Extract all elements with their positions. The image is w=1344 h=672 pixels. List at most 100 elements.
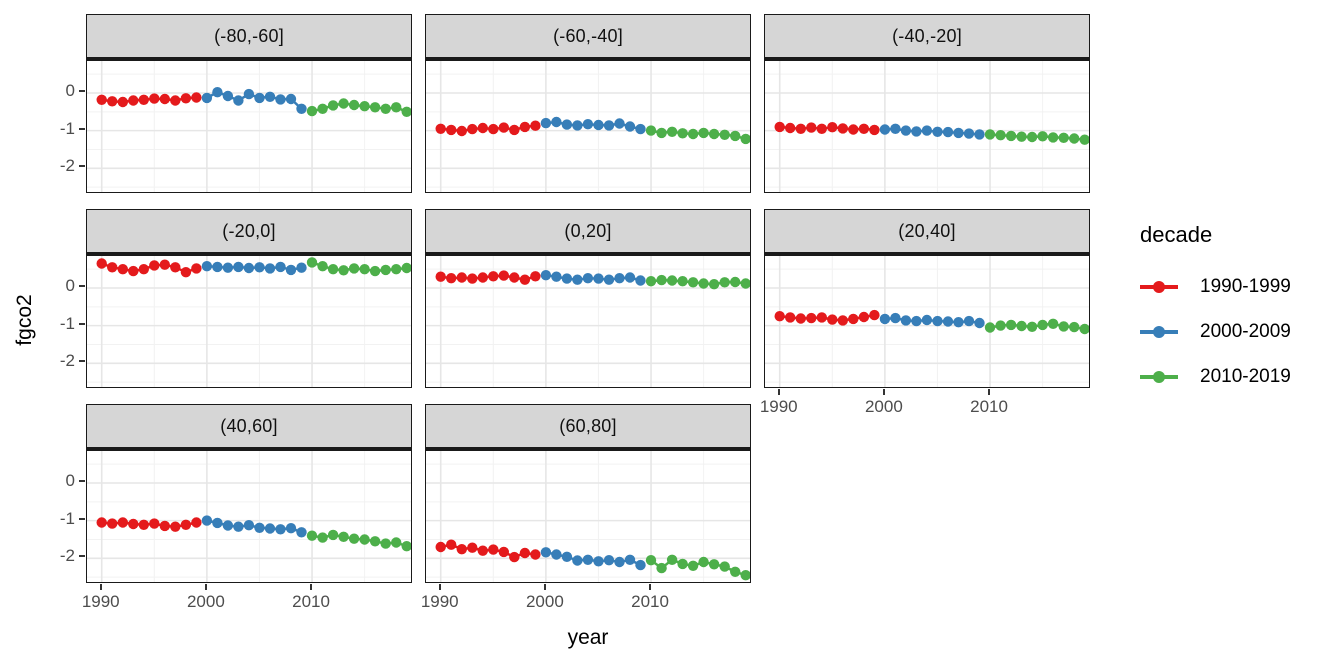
y-tick-label: -1 bbox=[59, 313, 75, 333]
x-tick-mark bbox=[438, 584, 441, 590]
data-point bbox=[656, 127, 667, 139]
data-point bbox=[254, 522, 265, 533]
data-point bbox=[128, 95, 139, 106]
data-point bbox=[932, 126, 943, 137]
x-tick-mark bbox=[649, 584, 652, 590]
facet-strip-label: (60,80] bbox=[425, 404, 751, 449]
data-point bbox=[974, 129, 985, 140]
y-tick-mark bbox=[79, 284, 85, 287]
data-point bbox=[1069, 321, 1080, 333]
data-point bbox=[369, 102, 381, 113]
facet-1: (-60,-40] bbox=[425, 14, 751, 193]
data-point bbox=[582, 273, 594, 284]
data-point bbox=[254, 262, 265, 273]
data-point bbox=[921, 314, 933, 326]
data-point bbox=[582, 554, 594, 565]
data-point bbox=[719, 277, 730, 288]
facet-strip-label: (0,20] bbox=[425, 209, 751, 254]
data-point bbox=[698, 127, 709, 139]
data-point bbox=[159, 93, 170, 105]
data-point bbox=[296, 262, 307, 273]
data-point bbox=[530, 271, 541, 282]
x-tick-mark bbox=[882, 389, 885, 395]
data-point bbox=[1069, 133, 1080, 144]
data-point bbox=[498, 546, 509, 558]
data-point bbox=[128, 518, 139, 530]
data-point bbox=[593, 556, 604, 567]
data-point bbox=[942, 126, 954, 138]
data-point bbox=[467, 542, 478, 553]
data-point bbox=[963, 128, 975, 139]
data-point bbox=[317, 103, 328, 114]
data-point bbox=[708, 279, 720, 290]
data-point bbox=[1016, 320, 1027, 332]
data-point bbox=[435, 541, 446, 553]
data-point bbox=[170, 262, 181, 273]
data-point bbox=[509, 124, 520, 136]
data-point bbox=[275, 524, 286, 535]
data-point bbox=[149, 93, 160, 104]
data-point bbox=[477, 545, 488, 556]
legend-label: 2000-2009 bbox=[1200, 321, 1291, 342]
data-point bbox=[540, 117, 552, 129]
data-point bbox=[477, 272, 488, 283]
data-point bbox=[774, 311, 785, 322]
series-1990-1999 bbox=[96, 517, 202, 532]
data-point bbox=[890, 312, 901, 324]
data-point bbox=[848, 124, 859, 135]
data-point bbox=[848, 313, 859, 325]
data-point bbox=[456, 544, 467, 555]
data-point bbox=[456, 125, 467, 137]
data-point bbox=[1026, 131, 1038, 143]
data-point bbox=[306, 257, 318, 268]
data-point bbox=[369, 265, 381, 277]
data-point bbox=[942, 316, 954, 327]
data-point bbox=[879, 313, 891, 325]
data-point bbox=[582, 119, 594, 130]
x-tick-label: 1990 bbox=[420, 592, 459, 611]
y-tick-label: -1 bbox=[59, 508, 75, 528]
legend-item-2000-2009: 2000-2009 bbox=[1140, 317, 1340, 347]
y-tick-mark bbox=[79, 322, 85, 325]
data-point bbox=[551, 549, 562, 560]
data-point bbox=[708, 559, 720, 570]
data-point bbox=[656, 562, 667, 574]
facet-plot-area bbox=[764, 254, 1090, 388]
facet-plot-area bbox=[425, 254, 751, 388]
data-point bbox=[730, 276, 741, 288]
x-tick-label: 2000 bbox=[864, 397, 903, 416]
data-point bbox=[785, 312, 796, 323]
facet-3: (-20,0] 0 -1 -2 bbox=[60, 209, 412, 388]
data-point bbox=[138, 94, 149, 105]
data-point bbox=[327, 100, 339, 111]
data-point bbox=[107, 518, 118, 529]
data-point bbox=[806, 122, 817, 133]
data-point bbox=[645, 276, 657, 287]
data-point bbox=[180, 93, 192, 104]
legend-label: 2010-2019 bbox=[1200, 366, 1291, 387]
data-point bbox=[338, 531, 349, 542]
data-point bbox=[687, 128, 699, 140]
x-tick-label: 2010 bbox=[631, 592, 669, 611]
y-tick-mark bbox=[79, 165, 85, 168]
legend-key-line-dot-icon bbox=[1140, 326, 1178, 338]
data-point bbox=[1047, 318, 1059, 329]
data-point bbox=[519, 121, 531, 133]
y-tick-label: 0 bbox=[65, 80, 75, 100]
data-point bbox=[740, 278, 750, 289]
data-point bbox=[687, 277, 699, 288]
data-point bbox=[1005, 319, 1017, 331]
legend-item-1990-1999: 1990-1999 bbox=[1140, 272, 1340, 302]
data-point bbox=[498, 122, 509, 133]
facet-2: (-40,-20] bbox=[764, 14, 1090, 193]
data-point bbox=[488, 271, 499, 282]
data-point bbox=[816, 312, 827, 323]
x-tick-label: 2010 bbox=[292, 592, 330, 611]
data-point bbox=[974, 317, 985, 329]
x-tick-mark bbox=[204, 584, 207, 590]
data-point bbox=[170, 95, 181, 106]
legend-key-line-dot-icon bbox=[1140, 371, 1178, 383]
data-point bbox=[233, 521, 244, 532]
data-point bbox=[900, 315, 912, 326]
data-point bbox=[96, 258, 107, 269]
